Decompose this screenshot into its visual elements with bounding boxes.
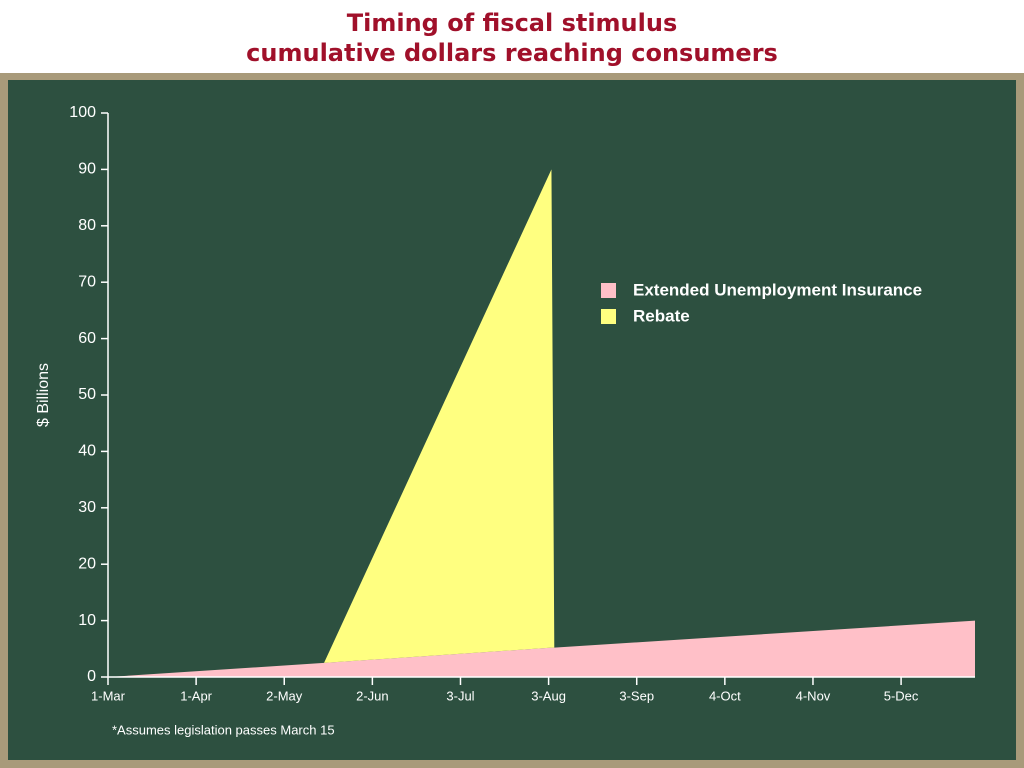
chart-title: Timing of fiscal stimulus [347,9,678,37]
area [108,620,975,677]
y-tick-label: 20 [78,555,96,572]
y-tick-label: 50 [78,386,96,403]
y-tick-label: 100 [69,104,96,121]
axes: 0 10 20 30 40 50 60 70 80 90 100 1-Mar 1-Apr 2-May 2-J… [69,104,975,703]
plot-area [108,169,975,677]
legend-swatch [601,309,616,324]
legend-label: Extended Unemployment Insurance [633,280,922,299]
y-tick-label: 30 [78,499,96,516]
x-tick-label: 4-Nov [796,688,831,703]
x-tick-label: 2-Jun [356,688,389,703]
area [108,169,975,677]
x-tick-label: 4-Oct [709,688,741,703]
legend-swatch [601,283,616,298]
y-tick-label: 60 [78,330,96,347]
y-tick-label: 80 [78,217,96,234]
x-tick-label: 2-May [266,688,303,703]
x-tick-label: 3-Sep [619,688,654,703]
y-tick-label: 90 [78,161,96,178]
x-tick-label: 5-Dec [884,688,919,703]
y-tick-label: 70 [78,273,96,290]
y-tick-label: 40 [78,443,96,460]
x-tick-label: 1-Apr [180,688,212,703]
y-tick-label: 0 [87,668,96,685]
legend-label: Rebate [633,306,690,325]
chart-subtitle: cumulative dollars reaching consumers [246,39,778,67]
annotation: *Assumes legislation passes March 15 [112,722,335,737]
x-tick-label: 3-Aug [531,688,566,703]
x-tick-label: 1-Mar [91,688,126,703]
x-tick-label: 3-Jul [446,688,474,703]
y-tick-label: 10 [78,612,96,629]
y-axis-label: $ Billions [35,363,52,427]
